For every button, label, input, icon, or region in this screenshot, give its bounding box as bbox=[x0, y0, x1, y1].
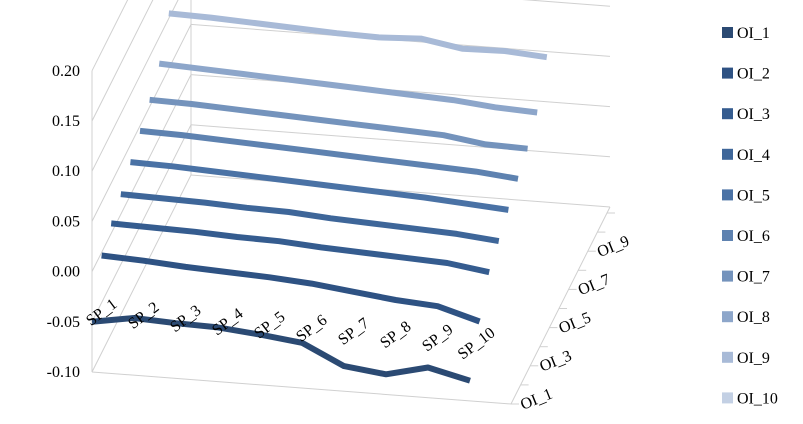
depth-tick-label: OI_9 bbox=[595, 233, 632, 261]
legend-label: OI_3 bbox=[737, 106, 770, 123]
depth-tick-label: OI_5 bbox=[557, 309, 594, 337]
legend-label: OI_7 bbox=[737, 269, 770, 286]
depth-tick-label: OI_3 bbox=[537, 347, 574, 375]
x-tick-label: SP_8 bbox=[377, 318, 414, 352]
series-line-oi-4 bbox=[120, 191, 500, 245]
depth-tick-label: OI_1 bbox=[518, 386, 555, 414]
series-line-oi-3 bbox=[110, 220, 490, 276]
legend-swatch bbox=[722, 189, 733, 201]
y-gridline bbox=[91, 0, 611, 172]
legend-swatch bbox=[722, 392, 733, 404]
legend-swatch bbox=[722, 27, 733, 38]
legend-label: OI_8 bbox=[737, 309, 770, 326]
y-tick-labels: 0.20 0.15 0.10 0.05 0.00 -0.05 -0.10 bbox=[47, 63, 80, 381]
y-gridline bbox=[91, 0, 129, 72]
y-tick-label: 0.05 bbox=[52, 213, 80, 230]
x-tick-label: SP_3 bbox=[167, 302, 204, 336]
series-line-oi-6 bbox=[139, 127, 519, 182]
legend-swatch bbox=[722, 148, 733, 160]
legend: OI_1 OI_2 OI_3 OI_4 OI_5 OI_6 OI_7 OI_8 OI_9 OI_1… bbox=[722, 25, 778, 407]
floor-edge bbox=[91, 206, 611, 405]
depth-tick-labels: OI_1 OI_3 OI_5 OI_7 OI_9 bbox=[518, 233, 632, 414]
legend-label: OI_5 bbox=[737, 187, 770, 204]
x-tick-label: SP_7 bbox=[335, 315, 372, 349]
legend-label: OI_10 bbox=[737, 390, 778, 407]
legend-swatch bbox=[722, 351, 733, 363]
y-tick-label: 0.15 bbox=[52, 113, 80, 130]
y-tick-label: 0.10 bbox=[52, 163, 80, 180]
legend-label: OI_9 bbox=[737, 350, 770, 367]
x-tick-label: SP_10 bbox=[455, 324, 499, 363]
y-tick-label: -0.05 bbox=[47, 314, 80, 331]
series-line-oi-2 bbox=[101, 252, 481, 325]
y-tick-label: 0.00 bbox=[52, 264, 80, 281]
legend-swatch bbox=[722, 311, 733, 323]
x-tick-label: SP_2 bbox=[125, 299, 162, 333]
series-line-oi-9 bbox=[168, 10, 548, 61]
legend-label: OI_2 bbox=[737, 66, 770, 83]
series-line-oi-8 bbox=[158, 60, 538, 116]
legend-label: OI_4 bbox=[737, 147, 770, 164]
legend-swatch bbox=[722, 230, 733, 241]
y-gridline bbox=[91, 0, 154, 122]
x-tick-label: SP_1 bbox=[83, 296, 120, 330]
legend-label: OI_1 bbox=[737, 25, 770, 42]
x-tick-label: SP_6 bbox=[293, 312, 330, 346]
series-line-oi-7 bbox=[149, 96, 528, 152]
y-tick-label: -0.10 bbox=[47, 364, 80, 381]
x-tick-label: SP_9 bbox=[419, 321, 456, 355]
legend-swatch bbox=[722, 67, 733, 79]
series-line-oi-5 bbox=[130, 159, 509, 213]
legend-swatch bbox=[722, 108, 733, 120]
legend-swatch bbox=[722, 270, 733, 282]
depth-tick-label: OI_7 bbox=[576, 271, 613, 299]
series-layer bbox=[91, 10, 548, 384]
y-tick-label: 0.20 bbox=[52, 63, 80, 80]
legend-label: OI_6 bbox=[737, 228, 770, 245]
series-line-oi-1 bbox=[91, 315, 471, 384]
